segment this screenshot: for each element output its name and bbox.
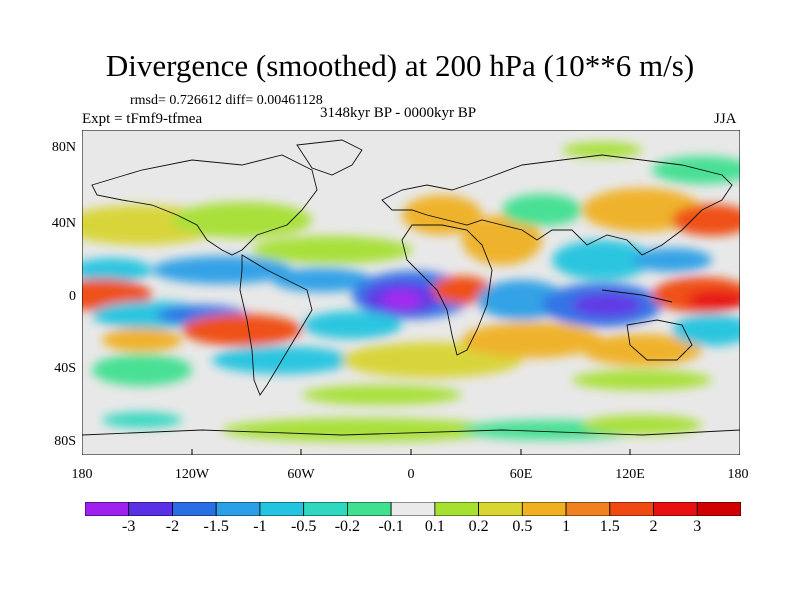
lon-label-120e: 120E xyxy=(615,467,645,482)
colorbar-label: -1 xyxy=(253,518,267,535)
lon-label-60w: 60W xyxy=(287,467,315,482)
colorbar-label: 2 xyxy=(649,518,658,535)
lat-label-equator: 0 xyxy=(69,289,76,304)
colorbar-label: -0.1 xyxy=(378,518,404,535)
map-frame xyxy=(82,130,740,455)
divergence-map xyxy=(82,130,740,455)
lon-label-60e: 60E xyxy=(509,467,533,482)
colorbar-swatch xyxy=(696,502,741,516)
colorbar-label: -0.5 xyxy=(290,518,317,535)
colorbar-swatch xyxy=(85,502,130,516)
lon-label-180e: 180 xyxy=(727,467,749,482)
colorbar xyxy=(85,502,741,516)
lon-label-120w: 120W xyxy=(174,467,210,482)
contour-fill-layer xyxy=(82,142,740,442)
colorbar-swatch xyxy=(128,502,173,516)
colorbar-swatch xyxy=(434,502,480,516)
lon-label-0: 0 xyxy=(407,467,415,482)
colorbar-swatch xyxy=(521,502,567,516)
colorbar-label: -3 xyxy=(122,518,136,535)
coastlines xyxy=(82,139,740,436)
colorbar-swatch xyxy=(565,502,611,516)
experiment-label: Expt = tFmf9-tfmea xyxy=(82,111,203,127)
colorbar-label: -0.2 xyxy=(334,518,361,535)
lon-label-180w: 180 xyxy=(71,467,93,482)
colorbar-label: 0.2 xyxy=(468,518,489,535)
period-label: 3148kyr BP - 0000kyr BP xyxy=(320,105,477,121)
lat-label-80s: 80S xyxy=(54,434,76,449)
plot-title: Divergence (smoothed) at 200 hPa (10**6 … xyxy=(105,48,695,83)
lat-label-40n: 40N xyxy=(51,216,76,231)
colorbar-swatch xyxy=(172,502,217,516)
colorbar-label: 0.1 xyxy=(424,518,445,535)
lat-label-40s: 40S xyxy=(54,361,76,376)
lat-label-80n: 80N xyxy=(51,140,76,155)
colorbar-swatch xyxy=(653,502,698,516)
colorbar-label: 3 xyxy=(693,518,702,535)
season-label: JJA xyxy=(714,111,737,127)
colorbar-label: 1.5 xyxy=(599,518,620,535)
colorbar-swatch xyxy=(609,502,654,516)
colorbar-swatch xyxy=(390,502,436,516)
colorbar-swatch xyxy=(303,502,348,516)
colorbar-swatch xyxy=(346,502,392,516)
colorbar-swatch xyxy=(478,502,523,516)
colorbar-label: 0.5 xyxy=(512,518,533,535)
colorbar-label: 1 xyxy=(562,518,571,535)
colorbar-label: -1.5 xyxy=(203,518,229,535)
colorbar-swatch xyxy=(215,502,261,516)
colorbar-label: -2 xyxy=(165,518,180,535)
stats-text: rmsd= 0.726612 diff= 0.00461128 xyxy=(130,93,323,108)
colorbar-swatch xyxy=(259,502,305,516)
